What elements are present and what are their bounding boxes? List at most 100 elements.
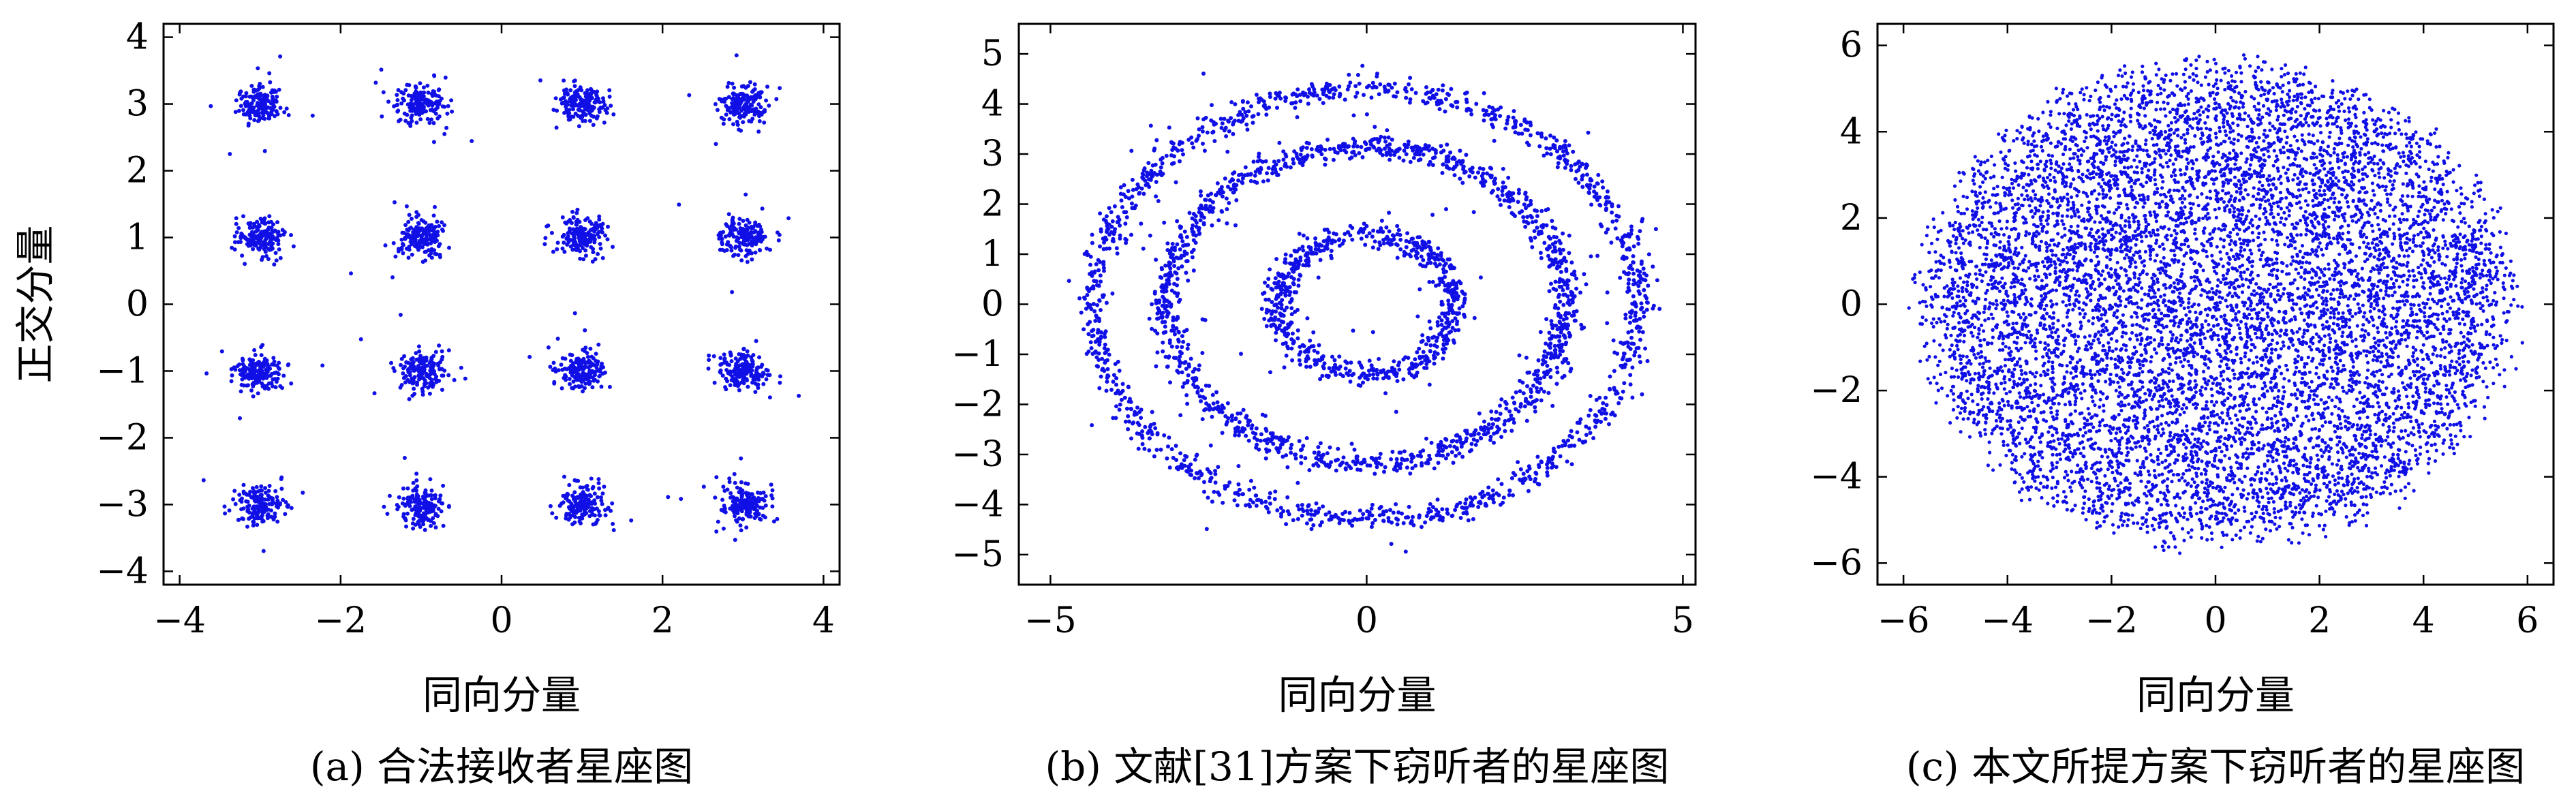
- panel-b-point: [1488, 437, 1492, 442]
- panel-b-point: [1448, 266, 1453, 271]
- panel-b-point: [1535, 373, 1539, 378]
- panel-b-point: [1473, 442, 1478, 447]
- panel-b-point: [1180, 384, 1185, 389]
- panel-a-point: [272, 363, 276, 367]
- panel-b-point: [1325, 462, 1330, 467]
- panel-a-point: [395, 109, 400, 114]
- panel-a-point: [555, 241, 560, 245]
- panel-b-point: [1367, 147, 1372, 151]
- panel-b-point: [1116, 359, 1120, 364]
- panel-b-point: [1327, 366, 1332, 371]
- panel-a-point: [433, 232, 438, 237]
- panel-b-point: [1328, 147, 1332, 151]
- panel-a-point: [269, 226, 274, 230]
- panel-b-point: [1190, 141, 1195, 146]
- panel-b-point: [1197, 206, 1202, 211]
- panel-a-point: [741, 93, 746, 97]
- panel-b-point: [1264, 324, 1269, 328]
- panel-a-point: [573, 375, 578, 380]
- panel-a-point: [571, 495, 576, 499]
- panel-b-point: [1534, 386, 1539, 390]
- panel-a-point: [573, 503, 578, 508]
- panel-a-point: [551, 249, 555, 254]
- panel-a-point: [743, 85, 748, 90]
- panel-a-point: [271, 222, 275, 227]
- panel-b-point: [1181, 339, 1186, 344]
- panel-b-point: [1535, 389, 1539, 394]
- panel-a-point: [272, 262, 277, 267]
- panel-b-point: [1197, 394, 1202, 399]
- panel-a-point: [756, 365, 761, 370]
- panel-a-point: [437, 87, 442, 92]
- panel-b-point: [1228, 187, 1233, 191]
- panel-a-point: [745, 234, 749, 239]
- panel-b-point: [1569, 367, 1574, 371]
- panel-b-point: [1231, 190, 1236, 195]
- panel-a-point: [414, 472, 419, 476]
- panel-b-point: [1409, 236, 1414, 241]
- panel-a-point: [726, 212, 731, 217]
- panel-b-point: [1488, 166, 1492, 170]
- panel-b-point: [1610, 210, 1614, 215]
- panel-a-point: [729, 352, 733, 356]
- panel-b-point: [1353, 94, 1358, 99]
- panel-b-point: [1313, 358, 1317, 363]
- panel-a-point: [247, 94, 252, 99]
- panel-b-point: [1507, 205, 1512, 209]
- panel-b-point: [1316, 463, 1321, 468]
- panel-b-point: [1265, 441, 1270, 446]
- panel-b-point: [1593, 425, 1598, 429]
- panel-a-point: [445, 111, 450, 116]
- panel-b-point: [1556, 355, 1561, 360]
- panel-a-point: [447, 245, 451, 250]
- panel-a-point: [267, 214, 272, 219]
- panel-a-point: [260, 343, 265, 348]
- panel-b-point: [1441, 448, 1445, 452]
- panel-a-point: [405, 497, 410, 502]
- panel-b-point: [1502, 422, 1507, 427]
- panel-a-point: [236, 240, 241, 245]
- panel-a-point: [756, 386, 761, 390]
- panel-b-point: [1392, 237, 1396, 242]
- panel-b-point: [1560, 322, 1565, 327]
- panel-b-point: [1417, 354, 1422, 359]
- panel-b-point: [1167, 281, 1171, 286]
- panel-b-point: [1407, 367, 1411, 372]
- panel-b-point: [1428, 349, 1432, 354]
- panel-b-point: [1159, 285, 1164, 290]
- panel-b-point: [1413, 357, 1417, 362]
- panel-b-point: [1396, 228, 1401, 232]
- panel-a-point: [753, 497, 757, 502]
- panel-a-point: [603, 513, 608, 518]
- panel-a-point: [241, 214, 245, 219]
- panel-a-point: [444, 125, 449, 130]
- panel-b-point: [1416, 152, 1421, 157]
- panel-b-point: [1360, 155, 1365, 159]
- panel-b-point: [1392, 153, 1397, 157]
- panel-a-point: [285, 504, 290, 508]
- panel-a-point: [271, 108, 275, 112]
- panel-a-point: [446, 373, 451, 378]
- panel-a-point: [411, 360, 416, 365]
- panel-b-point: [1525, 215, 1530, 219]
- panel-a-point: [432, 73, 436, 78]
- panel-b-point: [1166, 311, 1171, 316]
- panel-a-point: [261, 96, 266, 101]
- panel-a-point: [583, 360, 588, 365]
- panel-b-point: [1320, 373, 1325, 378]
- panel-a-point: [416, 221, 421, 226]
- panel-b-point: [1373, 125, 1377, 129]
- panel-b-point: [1368, 139, 1373, 144]
- panel-b-point: [1317, 450, 1321, 455]
- panel-b-point: [1494, 430, 1499, 435]
- panel-b-point: [1559, 251, 1563, 256]
- panel-a-point: [567, 108, 572, 112]
- panel-b-point: [1477, 411, 1482, 416]
- panel-a-point: [275, 376, 280, 381]
- panel-a-point: [417, 505, 422, 510]
- panel-a-point: [756, 91, 761, 95]
- panel-b-point: [1343, 366, 1348, 371]
- panel-b-point: [1178, 247, 1182, 251]
- panel-a-point: [397, 495, 401, 499]
- panel-a-point: [255, 523, 260, 527]
